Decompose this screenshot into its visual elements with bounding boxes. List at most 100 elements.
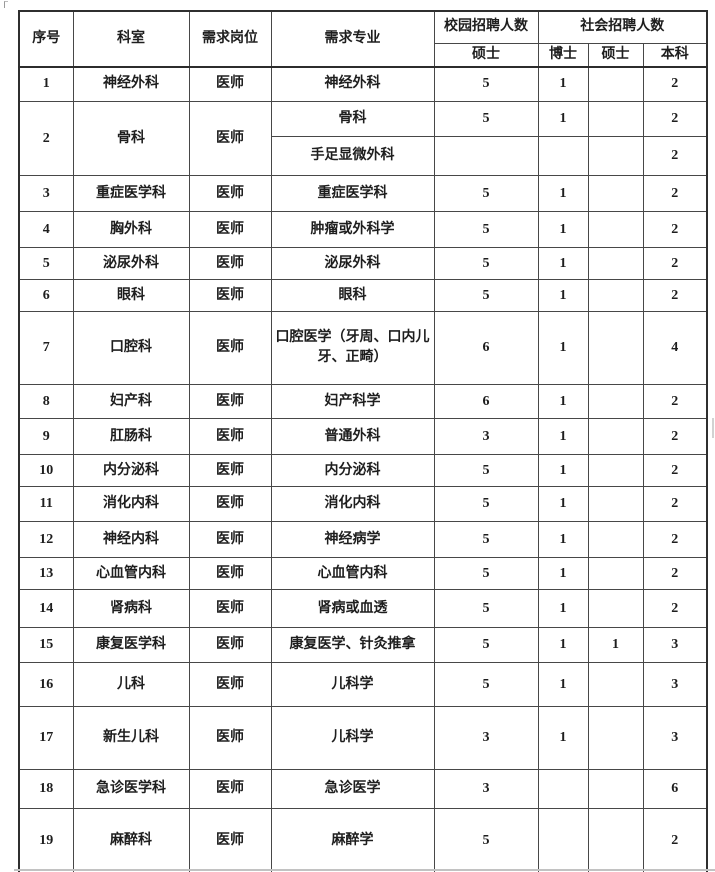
table-row: 2 骨科 医师 骨科 5 1 2 xyxy=(18,101,708,177)
major-cell: 骨科 xyxy=(270,101,435,138)
row-number-cell: 10 xyxy=(18,454,74,488)
row-number-cell: 17 xyxy=(18,706,74,771)
social-doctor-count-cell xyxy=(537,136,589,177)
social-master-count-cell xyxy=(587,66,644,103)
campus-master-count-cell: 6 xyxy=(433,311,539,386)
major-cell: 儿科学 xyxy=(270,662,435,708)
position-cell: 医师 xyxy=(188,279,272,313)
department-cell: 内分泌科 xyxy=(72,454,190,488)
social-doctor-count-cell: 1 xyxy=(537,175,589,213)
social-master-count-cell xyxy=(587,662,644,708)
major-cell: 重症医学科 xyxy=(270,175,435,213)
row-number-cell: 11 xyxy=(18,486,74,523)
position-cell: 医师 xyxy=(188,769,272,810)
row-number-cell: 8 xyxy=(18,384,74,420)
social-doctor-count-cell: 1 xyxy=(537,311,589,386)
campus-master-count-cell: 5 xyxy=(433,589,539,629)
major-cell: 妇产科学 xyxy=(270,384,435,420)
row-number-cell: 7 xyxy=(18,311,74,386)
social-master-count-cell xyxy=(587,486,644,523)
major-cell: 肾病或血透 xyxy=(270,589,435,629)
campus-master-count-cell: 5 xyxy=(433,557,539,591)
social-doctor-count-cell: 1 xyxy=(537,211,589,249)
table-row: 9 肛肠科 医师 普通外科 3 1 2 xyxy=(18,418,708,456)
table-row: 3 重症医学科 医师 重症医学科 5 1 2 xyxy=(18,175,708,213)
table-row: 10 内分泌科 医师 内分泌科 5 1 2 xyxy=(18,454,708,488)
social-doctor-count-cell: 1 xyxy=(537,627,589,664)
table-row: 7 口腔科 医师 口腔医学（牙周、口内儿牙、正畸） 6 1 4 xyxy=(18,311,708,386)
position-cell: 医师 xyxy=(188,211,272,249)
major-cell: 麻醉学 xyxy=(270,808,435,872)
social-doctor-count-cell: 1 xyxy=(537,589,589,629)
position-cell: 医师 xyxy=(188,808,272,872)
row-number-cell: 2 xyxy=(18,101,74,177)
social-doctor-count-cell: 1 xyxy=(537,279,589,313)
department-cell: 胸外科 xyxy=(72,211,190,249)
header-row-groups: 序号 科室 需求岗位 需求专业 校园招聘人数 社会招聘人数 xyxy=(18,10,708,68)
social-doctor-count-cell: 1 xyxy=(537,418,589,456)
social-bachelor-count-cell: 3 xyxy=(642,627,708,664)
social-doctor-count-cell xyxy=(537,769,589,810)
campus-master-count-cell: 5 xyxy=(433,808,539,872)
campus-master-count-cell: 3 xyxy=(433,418,539,456)
social-bachelor-count-cell: 2 xyxy=(642,486,708,523)
page-edge-shadow xyxy=(14,869,715,871)
major-cell: 口腔医学（牙周、口内儿牙、正畸） xyxy=(270,311,435,386)
social-master-count-cell xyxy=(587,311,644,386)
major-cell: 儿科学 xyxy=(270,706,435,771)
social-doctor-count-cell: 1 xyxy=(537,101,589,138)
campus-master-count-cell: 3 xyxy=(433,769,539,810)
department-cell: 妇产科 xyxy=(72,384,190,420)
social-bachelor-count-cell: 6 xyxy=(642,769,708,810)
social-doctor-count-cell: 1 xyxy=(537,557,589,591)
social-master-count-cell xyxy=(587,136,644,177)
position-cell: 医师 xyxy=(188,662,272,708)
social-doctor-count-cell: 1 xyxy=(537,247,589,281)
position-cell: 医师 xyxy=(188,418,272,456)
campus-master-count-cell: 5 xyxy=(433,101,539,138)
department-cell: 消化内科 xyxy=(72,486,190,523)
row-number-cell: 19 xyxy=(18,808,74,872)
major-cell: 神经病学 xyxy=(270,521,435,559)
social-bachelor-count-cell: 3 xyxy=(642,706,708,771)
department-cell: 眼科 xyxy=(72,279,190,313)
campus-master-count-cell: 5 xyxy=(433,454,539,488)
header-row-degrees: 硕士 博士 硕士 本科 xyxy=(19,42,708,68)
social-bachelor-count-cell: 2 xyxy=(642,454,708,488)
position-cell: 医师 xyxy=(188,486,272,523)
department-cell: 急诊医学科 xyxy=(72,769,190,810)
table-row: 11 消化内科 医师 消化内科 5 1 2 xyxy=(18,486,708,523)
social-bachelor-count-cell: 2 xyxy=(642,101,708,138)
social-master-count-cell xyxy=(587,769,644,810)
major-cell: 神经外科 xyxy=(270,66,435,103)
campus-master-count-cell: 5 xyxy=(433,175,539,213)
social-bachelor-count-cell: 2 xyxy=(642,247,708,281)
social-bachelor-count-cell: 2 xyxy=(642,521,708,559)
department-cell: 肛肠科 xyxy=(72,418,190,456)
recruitment-table: 序号 科室 需求岗位 需求专业 校园招聘人数 社会招聘人数 硕士 博士 硕士 本… xyxy=(18,10,708,872)
header-major: 需求专业 xyxy=(270,10,435,68)
social-master-count-cell xyxy=(587,521,644,559)
table-row: 17 新生儿科 医师 儿科学 3 1 3 xyxy=(18,706,708,771)
social-master-count-cell xyxy=(587,557,644,591)
major-cell: 肿瘤或外科学 xyxy=(270,211,435,249)
major-cell: 心血管内科 xyxy=(270,557,435,591)
social-master-count-cell xyxy=(587,589,644,629)
social-bachelor-count-cell: 2 xyxy=(642,384,708,420)
position-cell: 医师 xyxy=(188,66,272,103)
table-row: 12 神经内科 医师 神经病学 5 1 2 xyxy=(18,521,708,559)
social-bachelor-count-cell: 3 xyxy=(642,662,708,708)
social-master-count-cell: 1 xyxy=(587,627,644,664)
row-number-cell: 15 xyxy=(18,627,74,664)
position-cell: 医师 xyxy=(188,454,272,488)
social-master-count-cell xyxy=(587,808,644,872)
table-row: 19 麻醉科 医师 麻醉学 5 2 xyxy=(18,808,708,872)
social-master-count-cell xyxy=(587,175,644,213)
row-number-cell: 5 xyxy=(18,247,74,281)
header-social-doctor: 博士 xyxy=(537,42,589,68)
social-master-count-cell xyxy=(587,247,644,281)
social-master-count-cell xyxy=(587,101,644,138)
position-cell: 医师 xyxy=(188,384,272,420)
position-cell: 医师 xyxy=(188,175,272,213)
